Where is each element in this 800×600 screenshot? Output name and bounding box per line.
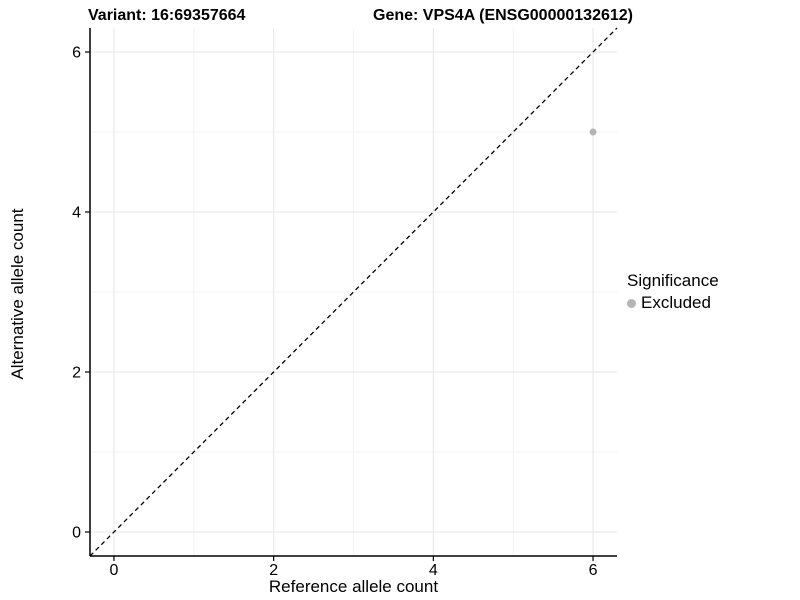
legend-entry: Excluded (627, 293, 719, 313)
x-axis-title: Reference allele count (268, 577, 439, 596)
legend-point-icon (627, 298, 636, 308)
x-tick-label: 6 (589, 562, 598, 579)
legend: Significance Excluded (627, 271, 719, 313)
x-tick-label: 0 (110, 562, 119, 579)
x-tick-label: 4 (429, 562, 438, 579)
y-tick-label: 6 (72, 45, 81, 62)
legend-entries: Excluded (627, 293, 719, 313)
identity-reference-line (89, 27, 618, 557)
y-axis-title: Alternative allele count (8, 208, 27, 380)
variant-title: Variant: 16:69357664 (88, 7, 246, 24)
x-tick-label: 2 (269, 562, 278, 579)
gene-title: Gene: VPS4A (ENSG00000132612) (373, 7, 633, 24)
data-point (589, 128, 597, 136)
y-tick-label: 4 (72, 205, 81, 222)
legend-entry-label: Excluded (641, 293, 711, 312)
legend-title: Significance (627, 271, 719, 290)
y-tick-label: 2 (72, 365, 81, 382)
y-tick-label: 0 (72, 525, 81, 542)
